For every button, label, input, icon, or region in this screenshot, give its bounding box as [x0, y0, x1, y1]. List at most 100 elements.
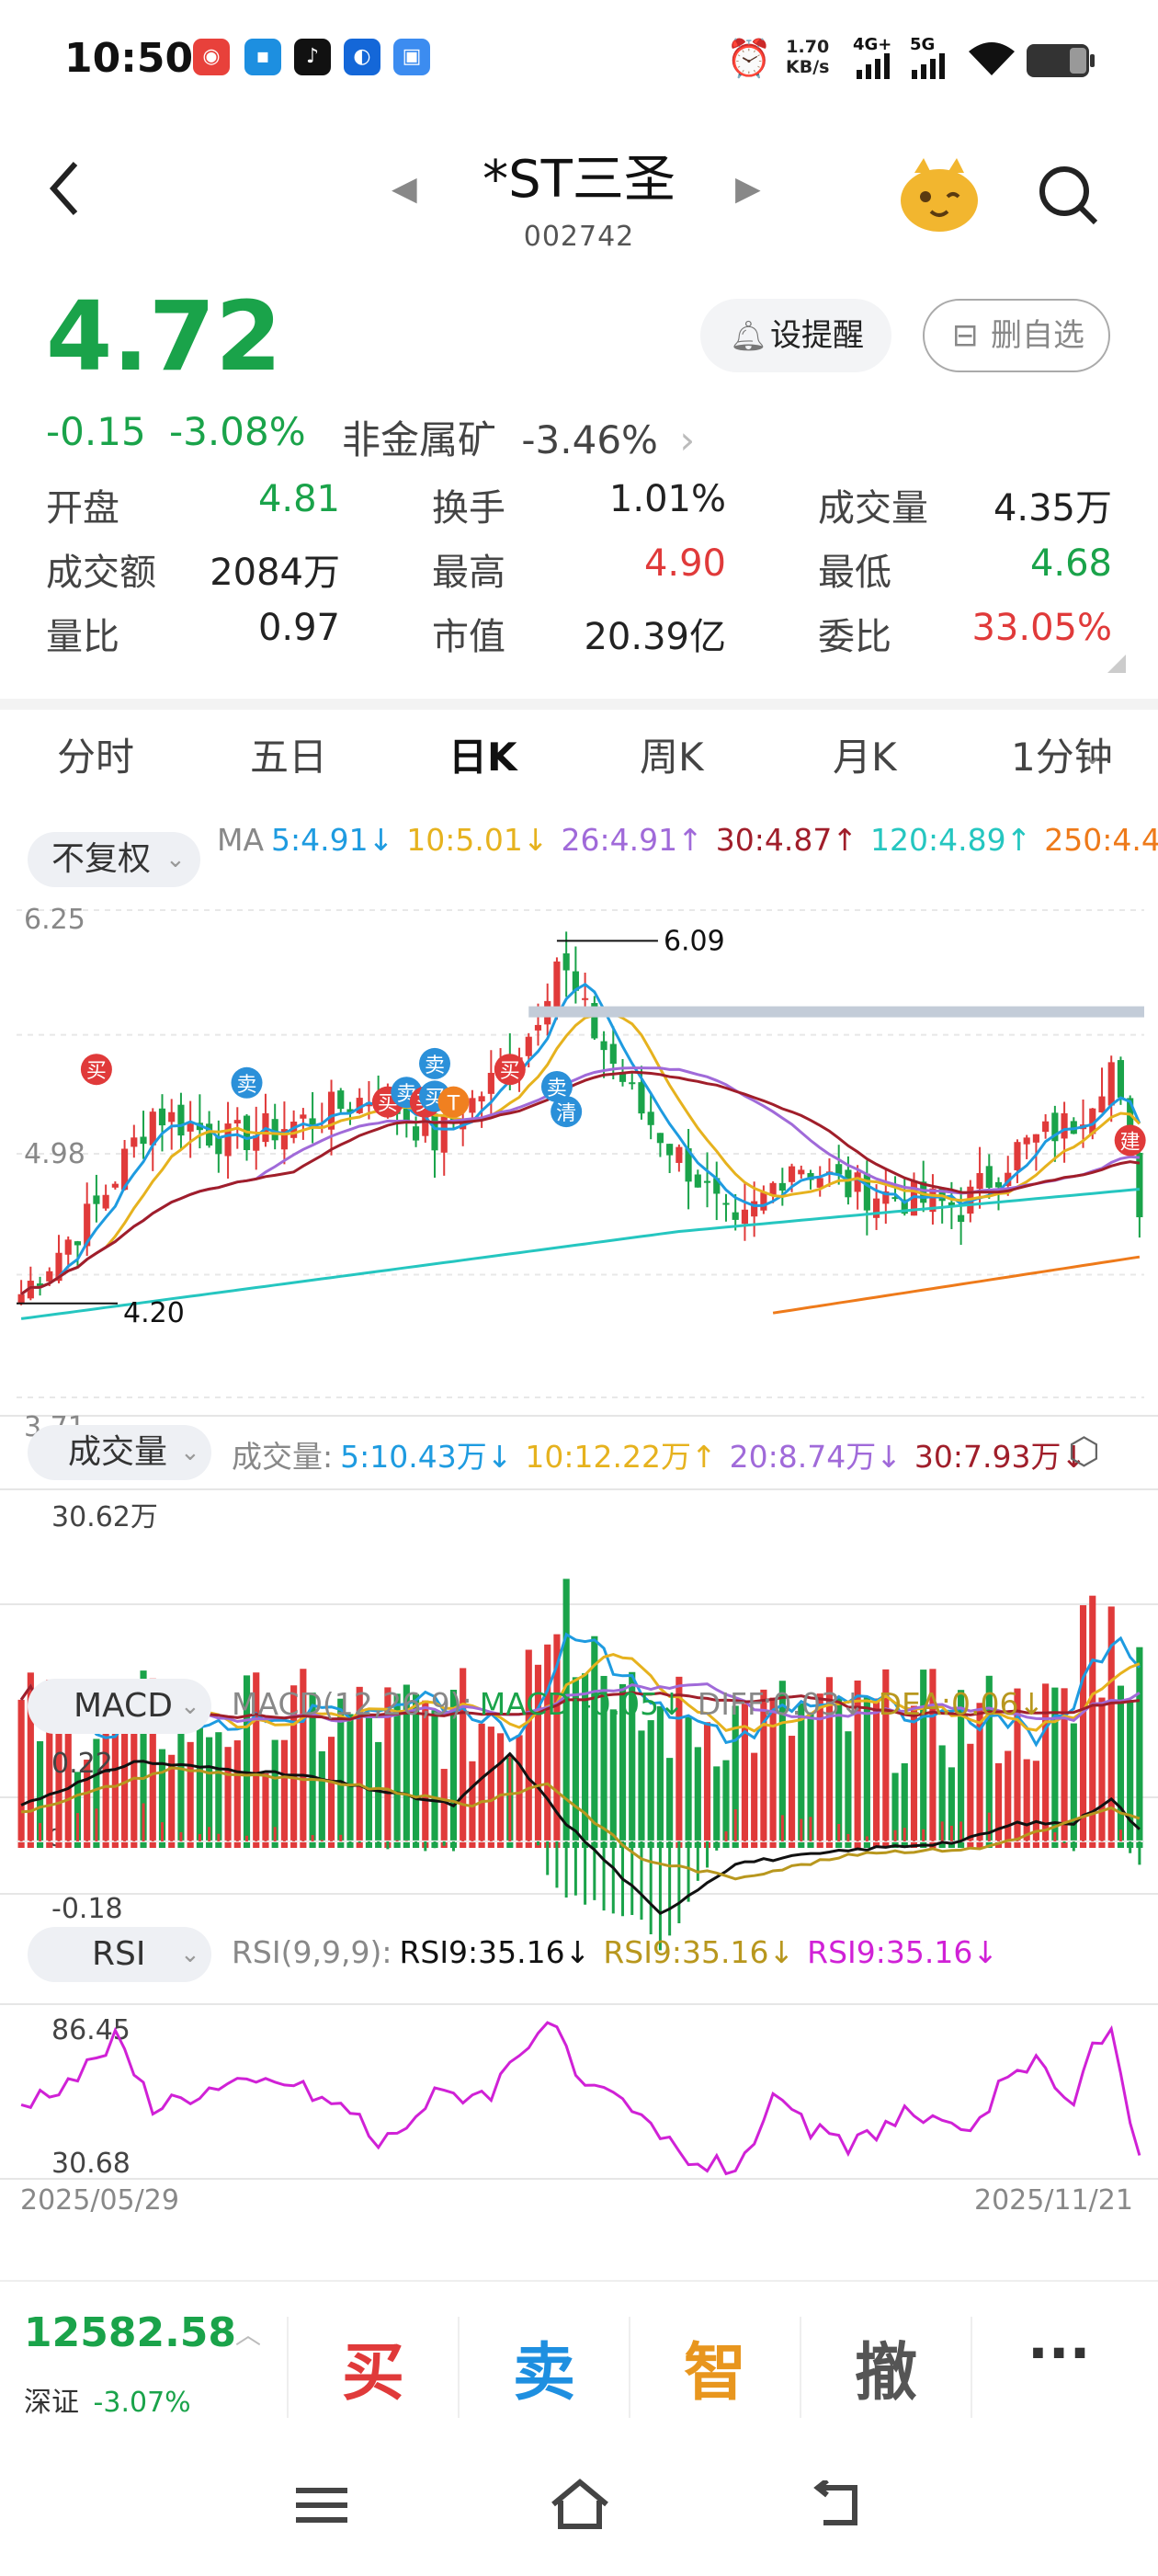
volume-bar — [327, 1737, 335, 1848]
legend-item: 5:10.43万↓ — [340, 1439, 513, 1475]
volume-bar — [262, 1772, 269, 1848]
rsi-legend: RSI(9,9,9): RSI9:35.16↓ RSI9:35.16↓ RSI9:35… — [232, 1934, 1011, 1970]
quote-label: 开盘 — [46, 487, 119, 530]
cancel-order-button[interactable]: 撤 — [855, 2337, 918, 2410]
set-alert-button[interactable]: 🔔︎ 设提醒 — [700, 299, 891, 372]
candle-body — [553, 961, 561, 1009]
candle-body — [206, 1123, 213, 1146]
tab-2[interactable]: 日K — [448, 735, 517, 780]
mascot-icon[interactable] — [896, 156, 982, 237]
volume-bar — [891, 1772, 899, 1848]
quote-value: 1.01% — [608, 478, 726, 520]
ma120-line — [20, 1188, 1141, 1320]
candle-body — [685, 1148, 692, 1182]
candle-body — [994, 1181, 1003, 1188]
candle-body — [1061, 1112, 1068, 1139]
candle-body — [873, 1198, 880, 1218]
vol-ma5-line — [19, 1632, 1141, 1748]
legend-prefix: MACD(12,26,9): — [232, 1686, 472, 1722]
home-icon[interactable] — [548, 2479, 612, 2534]
legend-item: 10:12.22万↑ — [525, 1439, 717, 1475]
quote-value: 4.35万 — [993, 487, 1112, 530]
kline-chart-area[interactable]: 6.094.206.254.983.71买卖买卖买买T卖买卖清建30.62万00… — [0, 901, 1158, 2225]
macd-selector[interactable]: MACD ⌄ — [28, 1679, 211, 1734]
adjust-label: 不复权 — [51, 840, 152, 878]
legend-item: DIFF:0.03↓ — [697, 1686, 866, 1722]
candle-body — [121, 1148, 129, 1191]
volume-bar — [46, 1679, 53, 1848]
rsi-selector[interactable]: RSI ⌄ — [28, 1927, 211, 1982]
chevron-up-icon[interactable]: ︿ — [235, 2320, 262, 2350]
tab-5[interactable]: 1分钟 — [1011, 735, 1113, 780]
sell-button[interactable]: 卖 — [513, 2337, 576, 2410]
adjust-selector[interactable]: 不复权 ⌄ — [28, 832, 200, 887]
candle-body — [920, 1181, 927, 1203]
volume-selector[interactable]: 成交量 ⌄ — [28, 1425, 211, 1480]
menu-icon[interactable] — [296, 2484, 347, 2530]
volume-bar — [760, 1689, 767, 1848]
volume-bar — [798, 1703, 805, 1848]
more-button[interactable]: ··· — [1027, 2321, 1091, 2386]
volume-bar — [525, 1649, 532, 1848]
volume-bar — [600, 1675, 607, 1848]
ma30-line — [20, 1070, 1141, 1295]
back-nav-icon[interactable] — [809, 2478, 864, 2532]
volume-bar — [102, 1719, 109, 1848]
candle-body — [64, 1239, 72, 1255]
quote-value: 4.81 — [257, 478, 340, 520]
tab-0[interactable]: 分时 — [57, 735, 135, 780]
prev-stock-icon[interactable]: ◀ — [392, 170, 417, 208]
candle-body — [300, 1114, 307, 1119]
back-icon[interactable] — [46, 156, 83, 235]
quote-value: 4.90 — [643, 542, 726, 585]
buy-button[interactable]: 买 — [342, 2337, 405, 2410]
volume-bar — [393, 1693, 401, 1848]
index-value[interactable]: 12582.58 — [24, 2309, 237, 2356]
volume-bar — [534, 1664, 542, 1848]
candle-body — [111, 1183, 119, 1188]
volume-bar — [412, 1693, 420, 1848]
quote-value: 20.39亿 — [584, 616, 726, 658]
chevron-right-icon: › — [679, 417, 696, 462]
trade-marker-label: 买 — [86, 1060, 107, 1083]
expand-corner-icon[interactable] — [1107, 655, 1126, 673]
volume-bar — [168, 1754, 176, 1848]
trade-marker-label: 清 — [556, 1102, 576, 1125]
tab-1[interactable]: 五日 — [250, 735, 328, 780]
candle-body — [478, 1096, 485, 1102]
candle-body — [666, 1144, 674, 1156]
legend-item: 26:4.91↑ — [561, 822, 703, 858]
volume-bar — [1014, 1688, 1021, 1848]
quote-value: 2084万 — [210, 552, 340, 594]
smart-button[interactable]: 智 — [684, 2337, 747, 2410]
industry-percent: -3.46% — [521, 417, 658, 462]
candle-body — [769, 1182, 777, 1196]
volume-bar — [1127, 1700, 1134, 1848]
settings-icon[interactable]: ⬡ — [1068, 1430, 1100, 1473]
tab-4[interactable]: 月K — [833, 735, 897, 780]
tab-3[interactable]: 周K — [640, 735, 704, 780]
volume-bar — [609, 1709, 617, 1848]
volume-bar — [825, 1677, 834, 1848]
y-axis-top: 6.25 — [24, 904, 85, 936]
candle-body — [788, 1166, 796, 1182]
chevron-down-icon[interactable]: ⌄ — [1081, 739, 1105, 771]
remove-watchlist-button[interactable]: ⊟ 删自选 — [923, 299, 1110, 372]
next-stock-icon[interactable]: ▶ — [735, 170, 761, 208]
ma5-line — [20, 982, 1141, 1295]
industry-link[interactable]: 非金属矿 -3.46% › — [342, 409, 695, 465]
volume-bar — [318, 1750, 325, 1848]
volume-bar — [280, 1739, 288, 1848]
volume-bar — [713, 1766, 721, 1848]
volume-bar — [375, 1741, 382, 1848]
volume-bar — [64, 1698, 72, 1848]
search-icon[interactable] — [1037, 164, 1101, 232]
quote-label: 市值 — [432, 616, 505, 658]
signal-icon — [912, 53, 954, 83]
candle-body — [751, 1201, 758, 1217]
status-time: 10:50 — [64, 35, 194, 82]
candle-body — [732, 1212, 739, 1220]
volume-bar — [985, 1675, 993, 1848]
candle-body — [591, 1003, 598, 1039]
volume-bar — [460, 1668, 467, 1848]
